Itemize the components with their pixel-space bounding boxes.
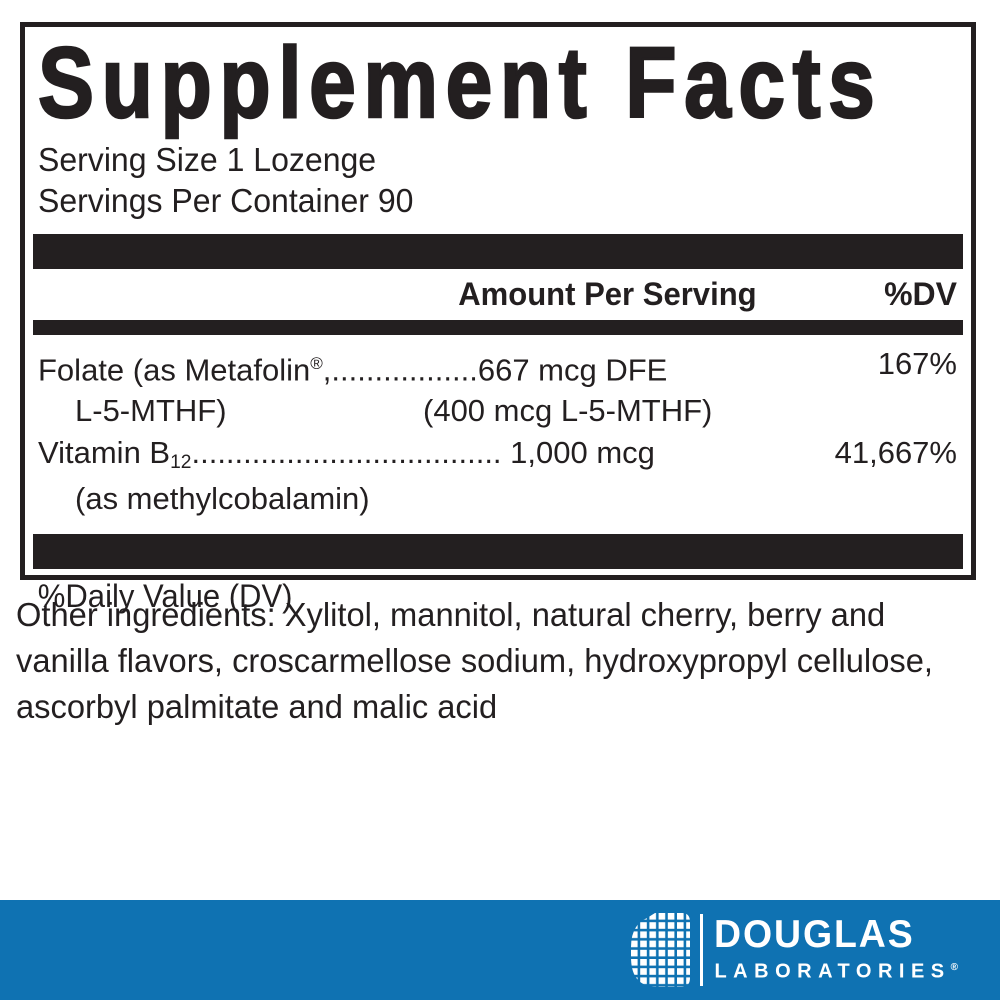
- folate-name: Folate (as Metafolin: [38, 352, 311, 388]
- dot-leader: ....................................: [191, 435, 502, 471]
- brand-name: DOUGLAS: [714, 913, 916, 957]
- folate-line2: L-5-MTHF) (400 mcg L-5-MTHF): [31, 390, 965, 432]
- folate-name-cont: L-5-MTHF): [75, 393, 227, 429]
- b12-line2: (as methylcobalamin): [31, 478, 965, 520]
- serving-size: Serving Size 1 Lozenge: [38, 141, 377, 178]
- servings-per-container: Servings Per Container 90: [38, 182, 414, 219]
- other-ingredients-text: Other ingredients: Xylitol, mannitol, na…: [16, 596, 933, 725]
- nutrient-rows: Folate (as Metafolin®,.................6…: [31, 335, 965, 520]
- b12-name-cont: (as methylcobalamin): [75, 481, 370, 517]
- column-header-row: Amount Per Serving %DV: [31, 269, 965, 320]
- b12-dv: 41,667%: [834, 435, 957, 471]
- nutrient-row-folate: Folate (as Metafolin®,.................6…: [31, 343, 965, 432]
- nutrient-row-vitamin-b12: Vitamin B12.............................…: [31, 432, 965, 520]
- divider-bar-header: [33, 320, 963, 335]
- dot-matrix-d-icon: [631, 913, 691, 987]
- logo-divider: [700, 914, 704, 986]
- supplement-facts-panel: Supplement Facts Serving Size 1 Lozenge …: [20, 22, 976, 614]
- brand-subname: LABORATORIES®: [714, 960, 958, 983]
- folate-amount-detail: (400 mcg L-5-MTHF): [423, 393, 713, 429]
- panel-title: Supplement Facts: [37, 27, 883, 139]
- brand-footer: DOUGLAS LABORATORIES®: [0, 900, 1000, 1000]
- registered-icon: ®: [950, 962, 958, 974]
- registered-icon: ®: [310, 354, 323, 373]
- serving-info: Serving Size 1 Lozenge Servings Per Cont…: [38, 139, 937, 221]
- b12-line1: Vitamin B12.............................…: [31, 432, 965, 478]
- b12-name: Vitamin B: [38, 435, 171, 471]
- folate-line1: Folate (as Metafolin®,.................6…: [31, 343, 965, 390]
- divider-bar-bottom: [33, 534, 963, 570]
- folate-dv: 167%: [877, 346, 957, 381]
- divider-bar-top: [33, 234, 963, 269]
- daily-value-footnote: %Daily Value (DV): [37, 578, 293, 615]
- folate-amount: 667 mcg DFE: [477, 352, 668, 388]
- b12-amount: 1,000 mcg: [501, 435, 655, 471]
- folate-name-comma: ,: [322, 352, 332, 388]
- amount-per-serving-header: Amount Per Serving: [458, 276, 757, 312]
- dot-leader: .................: [331, 352, 478, 388]
- douglas-laboratories-logo: DOUGLAS LABORATORIES®: [631, 913, 958, 987]
- brand-text: DOUGLAS LABORATORIES®: [714, 913, 958, 984]
- dv-header: %DV: [884, 276, 957, 312]
- b12-subscript: 12: [170, 452, 192, 474]
